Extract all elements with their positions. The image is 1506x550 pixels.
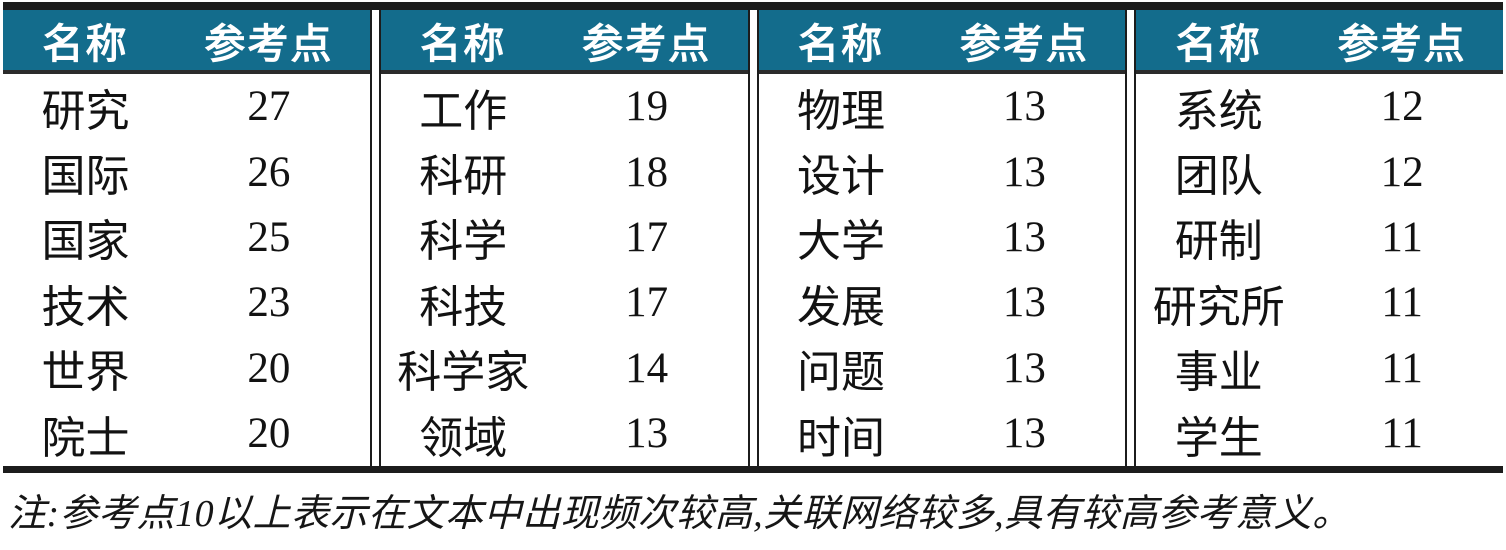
table-row: 科研 18 [381, 139, 748, 204]
header-name-label: 名称 [1175, 21, 1262, 67]
table-header-row: 名称 参考点 [1136, 10, 1503, 74]
table-row: 团队 12 [1136, 139, 1503, 204]
table-row: 世界 20 [3, 336, 370, 401]
term-cell: 事业 [1174, 348, 1263, 398]
term-cell: 物理 [797, 86, 886, 136]
table-row: 发展 13 [759, 270, 1126, 335]
score-cell: 13 [1002, 344, 1046, 392]
score-cell: 11 [1381, 410, 1423, 458]
table-row: 学生 11 [1136, 401, 1503, 466]
score-cell: 13 [1002, 83, 1046, 131]
table-row: 大学 13 [759, 205, 1126, 270]
table-row: 物理 13 [759, 74, 1126, 139]
group-divider [747, 10, 759, 467]
table-row: 研究 27 [3, 74, 370, 139]
table-row: 系统 12 [1136, 74, 1503, 139]
term-cell: 科技 [419, 282, 508, 332]
score-cell: 12 [1380, 148, 1424, 196]
term-cell: 领域 [419, 413, 508, 463]
table-row: 科学家 14 [381, 336, 748, 401]
term-cell: 大学 [797, 217, 886, 267]
table-footnote: 注:参考点10以上表示在文本中出现频次较高,关联网络较多,具有较高参考意义。 [8, 493, 1351, 535]
term-cell: 研究 [41, 86, 130, 136]
keyword-table: 名称 参考点研究 27 国际 26 国家 25 技术 23 世界 20 院士 20 名称 参考点工作 19 科研… [3, 2, 1503, 474]
term-cell: 科学 [419, 217, 508, 267]
table-row: 工作 19 [381, 74, 748, 139]
score-cell: 20 [247, 344, 291, 392]
group-divider [369, 10, 381, 467]
score-cell: 11 [1381, 213, 1423, 261]
table-row: 国家 25 [3, 205, 370, 270]
table-row: 问题 13 [759, 336, 1126, 401]
table-row: 研制 11 [1136, 205, 1503, 270]
table-row: 国际 26 [3, 139, 370, 204]
table-row: 研究所 11 [1136, 270, 1503, 335]
score-cell: 25 [247, 213, 291, 261]
term-cell: 科研 [419, 152, 508, 202]
header-name-label: 名称 [42, 21, 129, 67]
header-value-label: 参考点 [582, 21, 712, 67]
score-cell: 13 [625, 410, 669, 458]
term-cell: 国家 [41, 217, 130, 267]
header-name-label: 名称 [798, 21, 885, 67]
score-cell: 20 [247, 410, 291, 458]
table-row: 院士 20 [3, 401, 370, 466]
table-group: 名称 参考点系统 12 团队 12 研制 11 研究所 11 事业 11 学生 11 [1136, 10, 1503, 466]
header-value-label: 参考点 [204, 21, 334, 67]
score-cell: 13 [1002, 279, 1046, 327]
term-cell: 问题 [797, 348, 886, 398]
score-cell: 27 [247, 83, 291, 131]
term-cell: 国际 [41, 152, 130, 202]
header-name-label: 名称 [420, 21, 507, 67]
table-group: 名称 参考点研究 27 国际 26 国家 25 技术 23 世界 20 院士 20 [3, 10, 370, 466]
table-row: 领域 13 [381, 401, 748, 466]
table-row: 技术 23 [3, 270, 370, 335]
term-cell: 设计 [797, 152, 886, 202]
score-cell: 12 [1380, 83, 1424, 131]
term-cell: 学生 [1174, 413, 1263, 463]
score-cell: 19 [625, 83, 669, 131]
term-cell: 系统 [1174, 86, 1263, 136]
table-group: 名称 参考点工作 19 科研 18 科学 17 科技 17 科学家 14 领域 13 [380, 10, 748, 466]
score-cell: 17 [625, 213, 669, 261]
score-cell: 11 [1381, 279, 1423, 327]
score-cell: 17 [625, 279, 669, 327]
term-cell: 世界 [41, 348, 130, 398]
term-cell: 科学家 [397, 348, 530, 398]
term-cell: 研究所 [1152, 282, 1285, 332]
table-row: 科学 17 [381, 205, 748, 270]
header-value-label: 参考点 [1337, 21, 1467, 67]
term-cell: 工作 [419, 86, 508, 136]
table-group: 名称 参考点物理 13 设计 13 大学 13 发展 13 问题 13 时间 13 [758, 10, 1126, 466]
header-value-label: 参考点 [959, 21, 1089, 67]
term-cell: 研制 [1174, 217, 1263, 267]
table-row: 事业 11 [1136, 336, 1503, 401]
table-row: 时间 13 [759, 401, 1126, 466]
term-cell: 发展 [797, 282, 886, 332]
group-divider [1125, 10, 1137, 467]
table-header-row: 名称 参考点 [3, 10, 370, 74]
table-header-row: 名称 参考点 [758, 10, 1126, 74]
term-cell: 时间 [797, 413, 886, 463]
score-cell: 13 [1002, 148, 1046, 196]
score-cell: 13 [1002, 213, 1046, 261]
score-cell: 23 [247, 279, 291, 327]
score-cell: 18 [625, 148, 669, 196]
score-cell: 26 [247, 148, 291, 196]
score-cell: 11 [1381, 344, 1423, 392]
table-row: 设计 13 [759, 139, 1126, 204]
term-cell: 技术 [41, 282, 130, 332]
table-header-row: 名称 参考点 [380, 10, 748, 74]
term-cell: 院士 [41, 413, 130, 463]
score-cell: 13 [1002, 410, 1046, 458]
score-cell: 14 [625, 344, 669, 392]
term-cell: 团队 [1174, 152, 1263, 202]
table-row: 科技 17 [381, 270, 748, 335]
